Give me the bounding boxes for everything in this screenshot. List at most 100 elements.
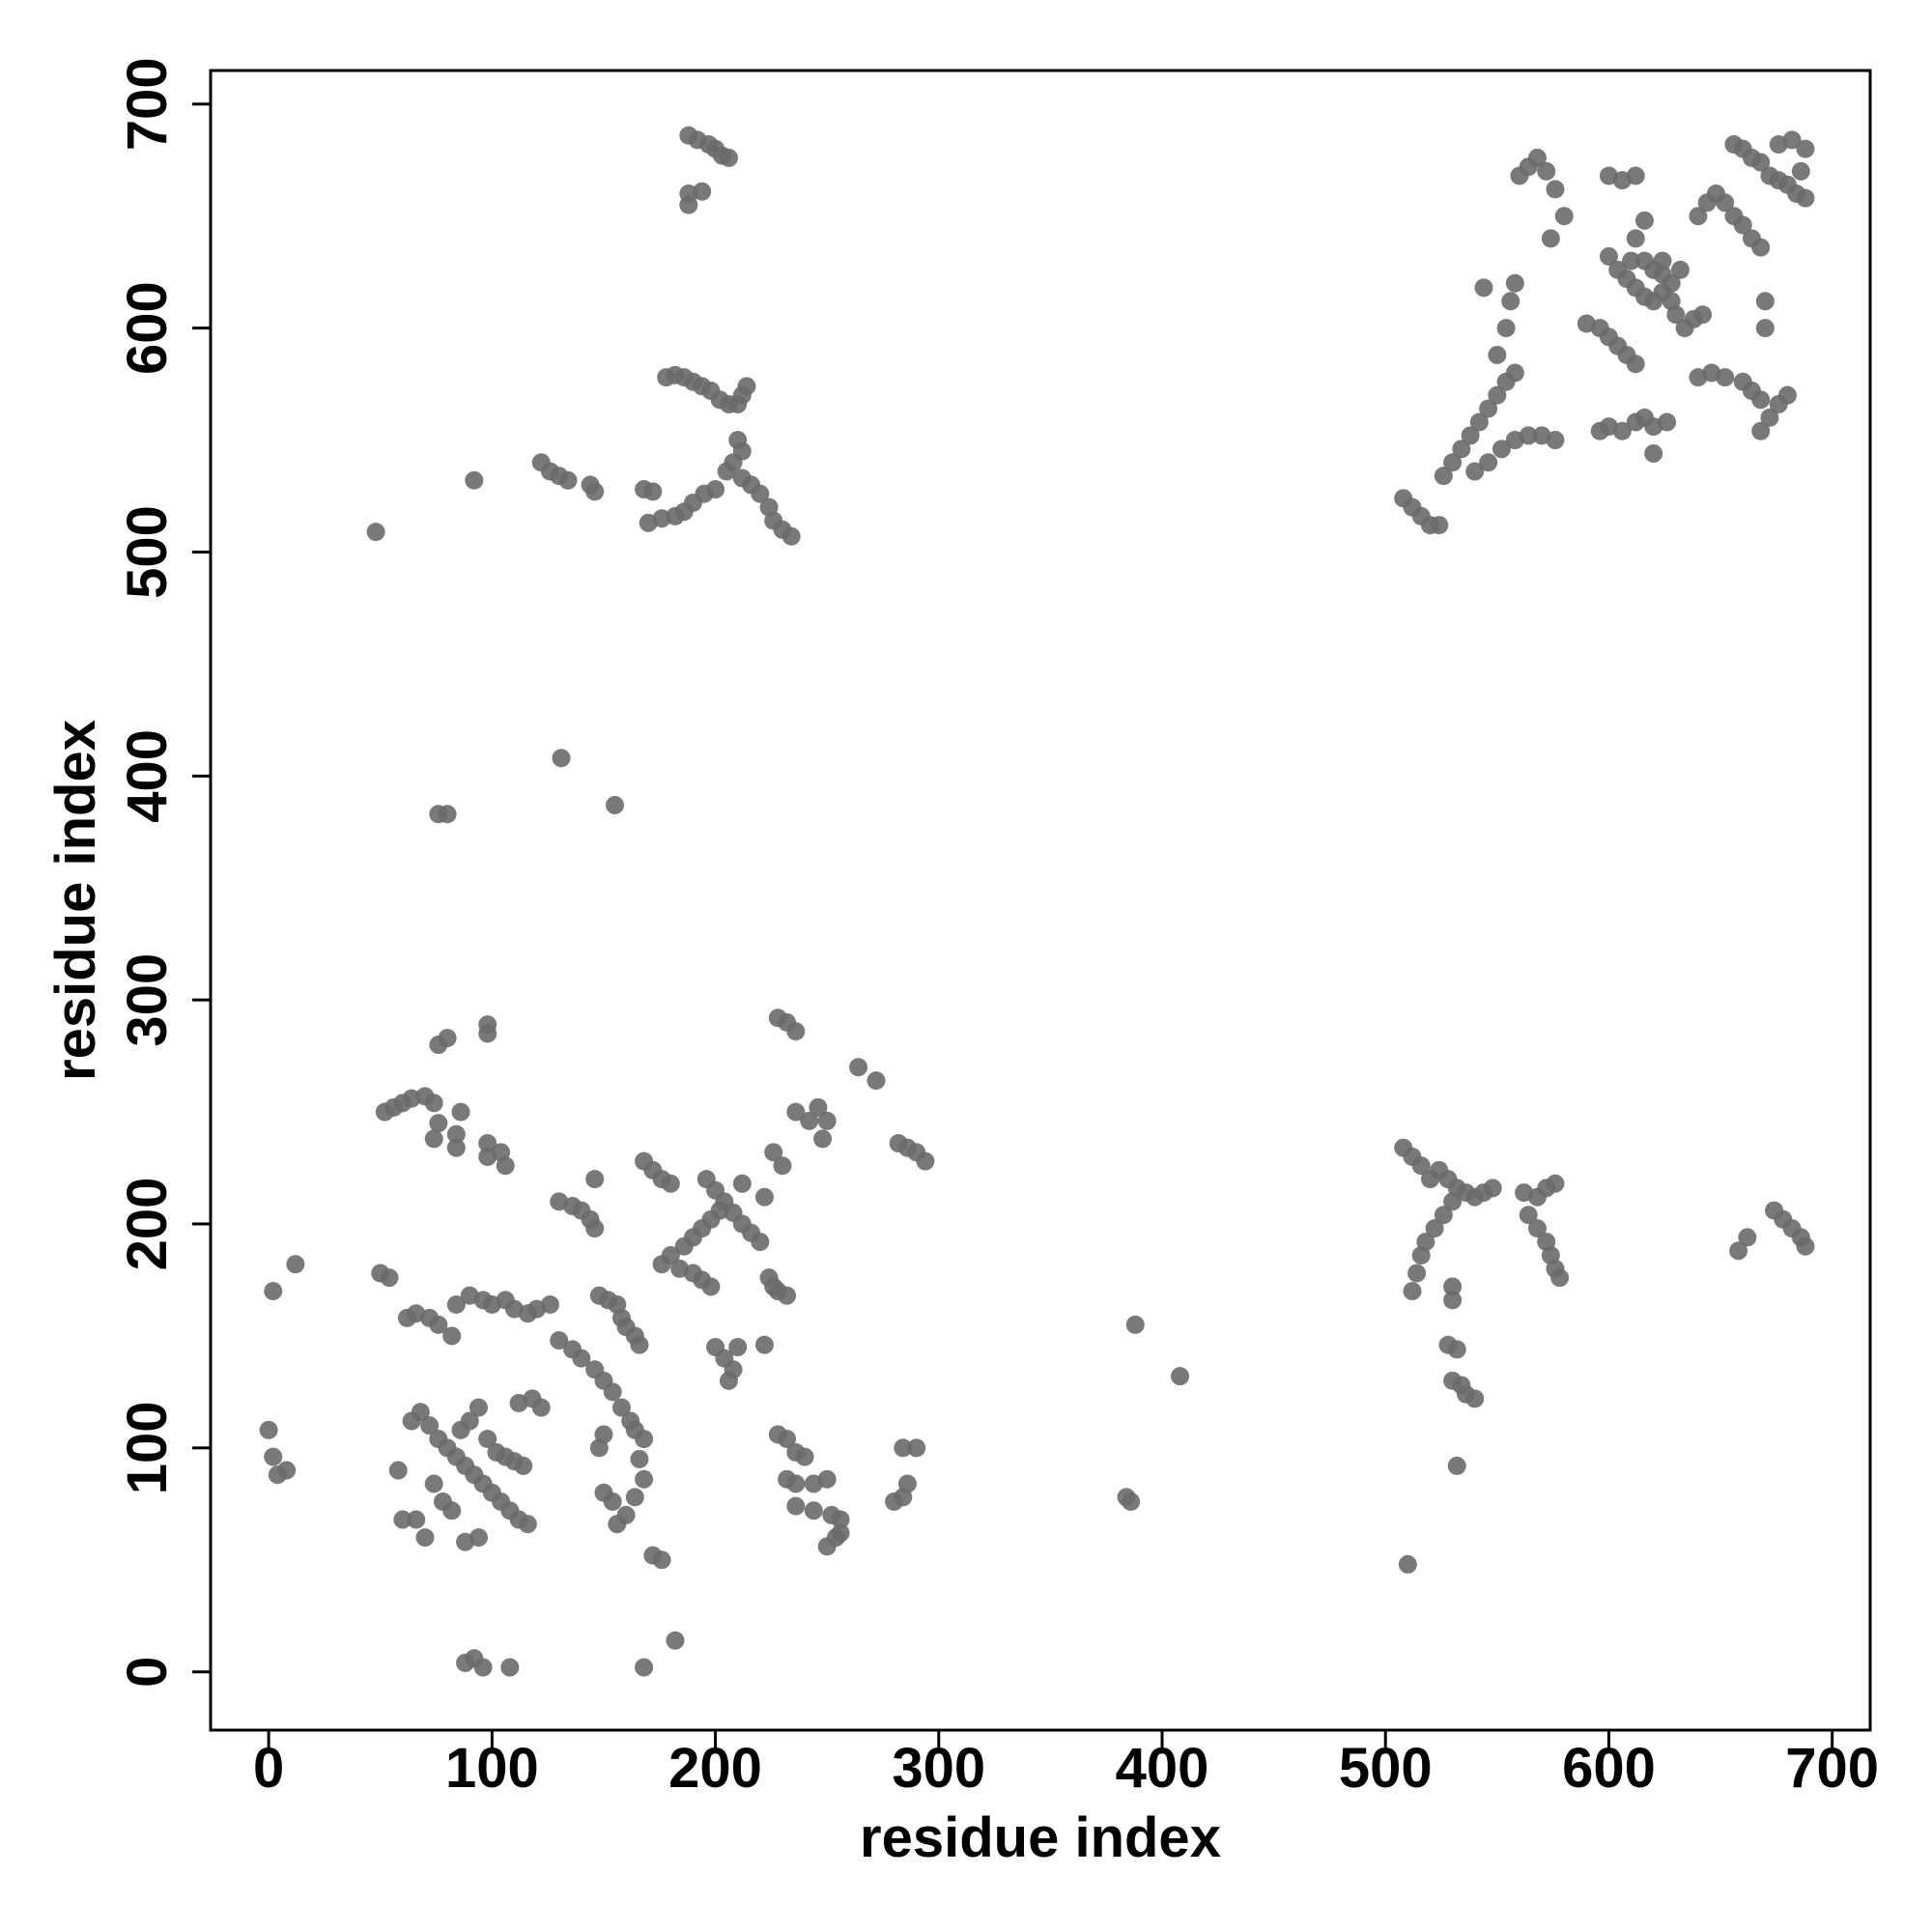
point bbox=[751, 484, 770, 503]
point bbox=[550, 1331, 569, 1350]
point bbox=[1469, 412, 1489, 432]
point bbox=[1537, 161, 1556, 181]
y-tick-label: 100 bbox=[116, 1401, 179, 1494]
point bbox=[500, 1658, 520, 1677]
point bbox=[635, 1469, 654, 1489]
point bbox=[778, 1430, 797, 1449]
point bbox=[1782, 130, 1802, 150]
point bbox=[786, 1474, 806, 1493]
point bbox=[1447, 1456, 1466, 1475]
point bbox=[606, 795, 625, 814]
point bbox=[630, 1449, 649, 1468]
point bbox=[420, 1416, 440, 1435]
point bbox=[429, 1315, 448, 1334]
point bbox=[781, 526, 801, 546]
point bbox=[867, 1071, 886, 1091]
point bbox=[518, 1515, 537, 1534]
point bbox=[639, 513, 658, 532]
point bbox=[1626, 166, 1645, 185]
point bbox=[1796, 188, 1815, 208]
point bbox=[1407, 1264, 1427, 1283]
point bbox=[1443, 1291, 1463, 1310]
point bbox=[693, 182, 712, 201]
point bbox=[1644, 443, 1663, 463]
point bbox=[1443, 1277, 1463, 1296]
point bbox=[438, 805, 457, 824]
point bbox=[585, 1170, 605, 1189]
point bbox=[1505, 363, 1524, 383]
y-tick-label: 200 bbox=[116, 1178, 179, 1271]
point bbox=[1505, 273, 1524, 293]
point bbox=[1434, 467, 1453, 486]
point bbox=[478, 1024, 497, 1043]
point bbox=[603, 1492, 622, 1512]
point bbox=[1626, 355, 1645, 374]
point bbox=[380, 1268, 399, 1288]
point bbox=[1653, 265, 1672, 284]
point bbox=[1796, 1236, 1815, 1256]
point bbox=[286, 1255, 305, 1274]
point bbox=[1403, 1282, 1422, 1301]
point bbox=[603, 1382, 622, 1402]
point bbox=[1546, 1174, 1565, 1193]
point bbox=[1689, 207, 1708, 226]
point bbox=[1411, 1245, 1431, 1264]
point bbox=[264, 1447, 283, 1466]
y-tick-label: 300 bbox=[116, 953, 179, 1047]
point bbox=[1447, 1340, 1466, 1359]
point bbox=[585, 1219, 605, 1238]
point bbox=[411, 1403, 430, 1422]
point bbox=[737, 377, 756, 396]
points bbox=[259, 126, 1815, 1677]
point bbox=[552, 749, 571, 768]
point bbox=[1492, 440, 1511, 459]
point bbox=[478, 1430, 497, 1449]
point bbox=[1634, 211, 1654, 230]
point bbox=[259, 1420, 278, 1439]
x-tick-label: 200 bbox=[668, 1737, 762, 1800]
point bbox=[1716, 368, 1735, 387]
point bbox=[451, 1102, 470, 1122]
point bbox=[719, 1371, 738, 1390]
point bbox=[611, 1398, 631, 1417]
point bbox=[1488, 345, 1507, 364]
point bbox=[608, 1515, 627, 1534]
point bbox=[661, 1245, 680, 1264]
point bbox=[594, 1425, 613, 1444]
point bbox=[643, 482, 663, 501]
point bbox=[1716, 193, 1735, 213]
point bbox=[1483, 1179, 1502, 1198]
point bbox=[1122, 1492, 1141, 1512]
point bbox=[831, 1523, 850, 1543]
point bbox=[469, 1528, 488, 1548]
point bbox=[1751, 421, 1771, 440]
point bbox=[1612, 421, 1632, 440]
point bbox=[1527, 148, 1547, 167]
point bbox=[728, 1338, 748, 1357]
point bbox=[1546, 431, 1565, 450]
x-tick-label: 500 bbox=[1339, 1737, 1433, 1800]
point bbox=[264, 1282, 283, 1301]
point bbox=[1425, 1219, 1444, 1238]
point bbox=[804, 1501, 823, 1520]
point bbox=[496, 1156, 515, 1176]
point bbox=[1519, 1206, 1538, 1225]
point bbox=[1662, 292, 1681, 311]
point bbox=[894, 1438, 913, 1458]
point bbox=[916, 1151, 935, 1171]
point bbox=[572, 1349, 591, 1368]
point bbox=[1443, 1192, 1463, 1211]
point bbox=[1452, 440, 1471, 459]
point bbox=[1125, 1315, 1145, 1334]
x-axis-title: residue index bbox=[860, 1806, 1221, 1869]
point bbox=[1751, 153, 1771, 172]
point bbox=[800, 1111, 819, 1130]
point bbox=[429, 1114, 448, 1133]
point bbox=[630, 1335, 649, 1354]
point bbox=[1443, 453, 1463, 472]
point bbox=[1599, 246, 1618, 266]
point bbox=[531, 1398, 551, 1417]
point bbox=[1693, 305, 1713, 325]
point bbox=[1488, 385, 1507, 405]
point bbox=[1796, 139, 1815, 158]
